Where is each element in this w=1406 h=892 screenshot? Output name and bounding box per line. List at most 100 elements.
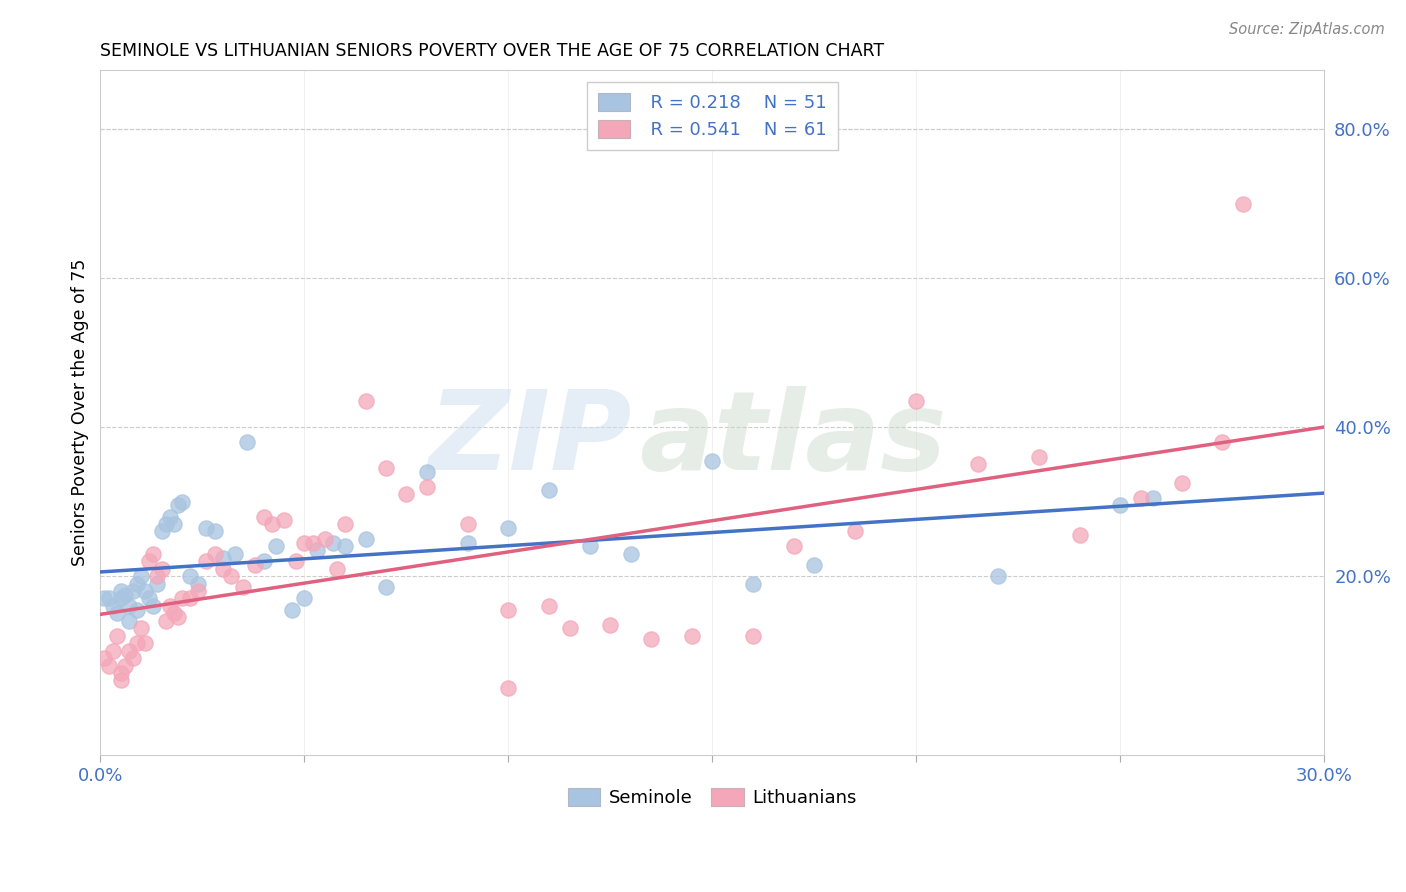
Point: [101, 643, 124, 657]
Point: [179, 591, 201, 606]
Point: [150, 562, 173, 576]
Point: [93, 591, 115, 606]
Point: [195, 554, 218, 568]
Text: ZIP: ZIP: [429, 386, 633, 493]
Point: [281, 602, 304, 616]
Point: [1028, 450, 1050, 464]
Point: [742, 576, 765, 591]
Point: [125, 602, 148, 616]
Point: [97, 591, 120, 606]
Point: [538, 599, 561, 613]
Point: [1129, 491, 1152, 505]
Point: [170, 494, 193, 508]
Point: [1069, 528, 1091, 542]
Point: [322, 535, 344, 549]
Point: [457, 516, 479, 531]
Point: [179, 569, 201, 583]
Point: [211, 562, 233, 576]
Point: [118, 614, 141, 628]
Point: [138, 591, 160, 606]
Point: [987, 569, 1010, 583]
Point: [333, 539, 356, 553]
Point: [305, 543, 328, 558]
Point: [273, 513, 295, 527]
Point: [1232, 196, 1254, 211]
Point: [457, 535, 479, 549]
Point: [150, 524, 173, 539]
Point: [285, 554, 308, 568]
Point: [783, 539, 806, 553]
Point: [681, 629, 703, 643]
Point: [1211, 435, 1233, 450]
Point: [204, 547, 226, 561]
Point: [803, 558, 825, 572]
Point: [110, 673, 132, 688]
Point: [170, 591, 193, 606]
Point: [579, 539, 602, 553]
Point: [252, 554, 274, 568]
Point: [211, 550, 233, 565]
Point: [245, 558, 267, 572]
Point: [236, 435, 259, 450]
Text: SEMINOLE VS LITHUANIAN SENIORS POVERTY OVER THE AGE OF 75 CORRELATION CHART: SEMINOLE VS LITHUANIAN SENIORS POVERTY O…: [100, 42, 884, 60]
Point: [97, 658, 120, 673]
Point: [159, 599, 181, 613]
Point: [138, 554, 160, 568]
Point: [118, 643, 141, 657]
Point: [155, 614, 177, 628]
Point: [110, 591, 132, 606]
Point: [118, 599, 141, 613]
Point: [105, 607, 128, 621]
Point: [498, 521, 520, 535]
Text: Source: ZipAtlas.com: Source: ZipAtlas.com: [1229, 22, 1385, 37]
Point: [146, 576, 169, 591]
Point: [163, 516, 186, 531]
Point: [232, 580, 254, 594]
Point: [129, 621, 152, 635]
Point: [167, 499, 190, 513]
Point: [122, 651, 145, 665]
Point: [129, 569, 152, 583]
Point: [354, 532, 377, 546]
Point: [301, 535, 323, 549]
Point: [640, 632, 662, 647]
Point: [187, 576, 209, 591]
Point: [142, 547, 165, 561]
Point: [219, 569, 242, 583]
Point: [114, 658, 136, 673]
Point: [742, 629, 765, 643]
Point: [1170, 476, 1192, 491]
Point: [966, 458, 988, 472]
Point: [292, 535, 315, 549]
Point: [620, 547, 643, 561]
Point: [354, 394, 377, 409]
Text: atlas: atlas: [638, 386, 946, 493]
Point: [558, 621, 581, 635]
Point: [134, 584, 156, 599]
Point: [252, 509, 274, 524]
Point: [114, 588, 136, 602]
Point: [416, 465, 439, 479]
Point: [105, 629, 128, 643]
Point: [155, 516, 177, 531]
Point: [498, 681, 520, 695]
Point: [204, 524, 226, 539]
Point: [125, 576, 148, 591]
Point: [122, 584, 145, 599]
Point: [159, 509, 181, 524]
Point: [264, 539, 287, 553]
Point: [125, 636, 148, 650]
Point: [538, 483, 561, 498]
Point: [134, 636, 156, 650]
Point: [195, 521, 218, 535]
Point: [702, 453, 724, 467]
Point: [163, 607, 186, 621]
Y-axis label: Seniors Poverty Over the Age of 75: Seniors Poverty Over the Age of 75: [72, 259, 89, 566]
Point: [314, 532, 336, 546]
Point: [905, 394, 928, 409]
Point: [1142, 491, 1164, 505]
Point: [375, 580, 398, 594]
Point: [326, 562, 349, 576]
Point: [599, 617, 621, 632]
Point: [395, 487, 418, 501]
